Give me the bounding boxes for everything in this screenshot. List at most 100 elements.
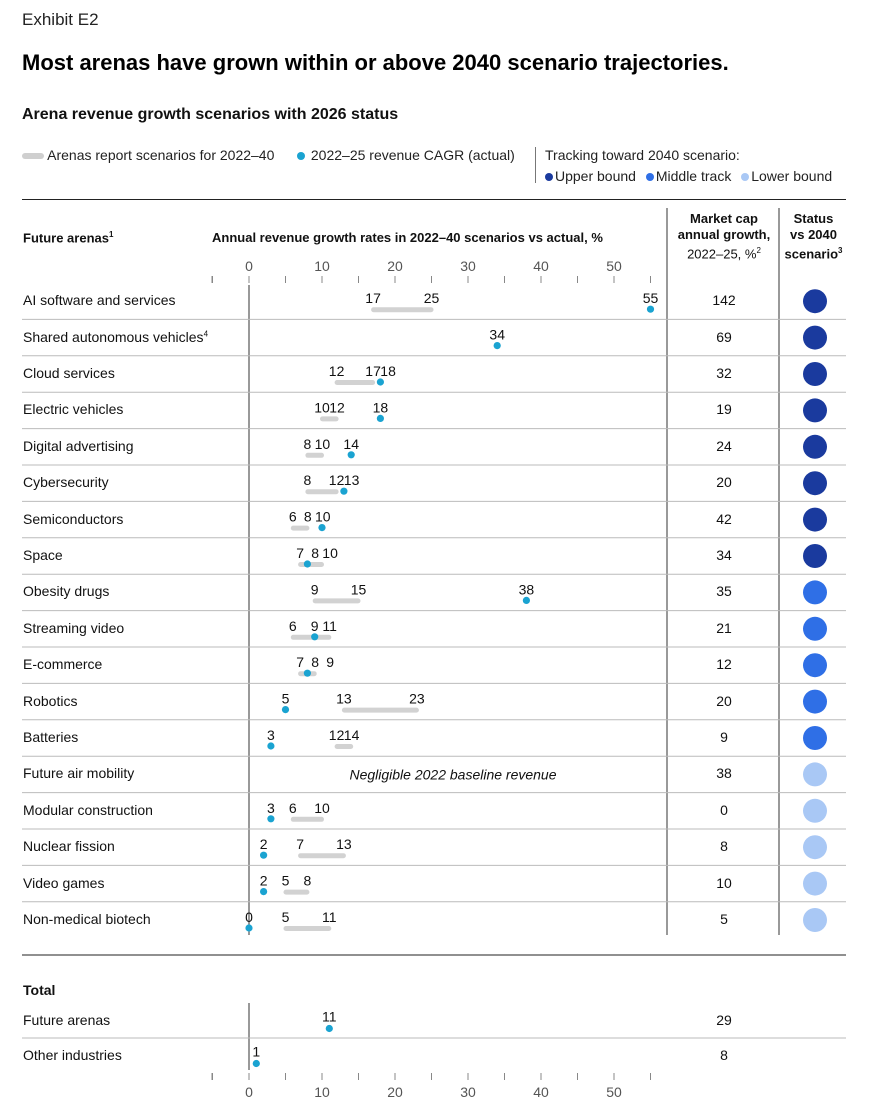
value-label: 8	[304, 873, 312, 889]
value-label: 7	[296, 654, 304, 670]
top-axis-tick-label: 30	[460, 258, 476, 274]
status-circle-lower	[803, 835, 827, 860]
status-circle-lower	[803, 908, 827, 932]
total-value-label: 1	[252, 1044, 260, 1060]
status-circle-lower	[803, 871, 827, 896]
top-axis-tick-label: 20	[387, 258, 403, 274]
value-label: 15	[351, 581, 367, 597]
status-circle-middle	[803, 653, 827, 678]
value-label: 11	[322, 909, 337, 925]
value-label: 10	[322, 545, 338, 561]
market-cap-value: 38	[716, 765, 732, 782]
value-label: 8	[304, 472, 312, 488]
bottom-axis-tick-label: 10	[314, 1084, 330, 1099]
top-axis-tick-label: 40	[533, 258, 549, 274]
scenario-range-bar	[371, 307, 434, 313]
row-label: Cloud services	[23, 365, 115, 381]
market-cap-value: 142	[712, 292, 736, 309]
value-label: 9	[326, 654, 334, 670]
total-actual-dot	[252, 1059, 260, 1068]
actual-cagr-dot	[646, 305, 655, 313]
row-label: Nuclear fission	[23, 838, 115, 855]
legend-tracking: Upper bound Middle track Lower bound	[545, 168, 832, 184]
actual-cagr-dot	[376, 414, 384, 422]
scenario-range-bar	[290, 634, 332, 640]
header-rule	[22, 199, 846, 200]
market-cap-value: 9	[720, 729, 728, 745]
value-label: 7	[296, 545, 304, 561]
actual-cagr-dot	[522, 596, 531, 605]
market-cap-value: 69	[716, 328, 732, 345]
scenario-range-bar	[283, 889, 310, 895]
legend-cagr-label: 2022–25 revenue CAGR (actual)	[310, 147, 515, 163]
status-circle-upper	[803, 434, 827, 459]
value-label: 6	[289, 800, 297, 816]
value-label: 8	[311, 654, 319, 670]
status-circle-upper	[803, 325, 827, 350]
total-row-label: Future arenas	[23, 1011, 111, 1028]
value-label: 13	[336, 691, 352, 707]
market-cap-value: 34	[716, 547, 732, 563]
market-cap-value: 10	[716, 874, 732, 891]
market-cap-value: 42	[716, 510, 732, 527]
value-label: 12	[329, 472, 345, 488]
status-circle-upper	[803, 362, 827, 386]
legend-divider	[535, 147, 536, 183]
value-label: 2	[260, 836, 268, 852]
scenario-range-bar	[320, 416, 339, 422]
headline: Most arenas have grown within or above 2…	[22, 50, 729, 75]
value-label: 10	[315, 509, 331, 525]
value-label: 10	[314, 800, 330, 816]
scenario-range-bar	[305, 452, 324, 458]
row-label: E-commerce	[23, 656, 103, 673]
legend-tracking-title: Tracking toward 2040 scenario:	[545, 147, 740, 163]
market-cap-value: 20	[716, 474, 732, 491]
row-label: Semiconductors	[23, 510, 124, 527]
total-row-label: Other industries	[23, 1046, 122, 1063]
bottom-axis-tick-label: 0	[245, 1084, 253, 1099]
value-label: 3	[267, 800, 275, 816]
value-label: 12	[329, 727, 345, 743]
total-actual-dot	[325, 1024, 333, 1033]
actual-cagr-dot	[376, 378, 384, 386]
value-label: 9	[311, 618, 319, 634]
top-axis-tick-label: 10	[314, 258, 330, 274]
value-label: 8	[304, 436, 312, 452]
status-circle-middle	[803, 616, 827, 641]
market-cap-value: 32	[716, 365, 732, 381]
market-cap-value: 20	[716, 692, 732, 709]
scenario-range-bar	[334, 380, 376, 385]
bottom-axis-tick-label: 20	[387, 1084, 403, 1099]
value-label: 38	[519, 581, 535, 597]
status-circle-upper	[803, 544, 827, 568]
row-label: Robotics	[23, 692, 78, 709]
legend-upper-label: Upper bound	[555, 168, 636, 184]
row-note: Negligible 2022 baseline revenue	[349, 766, 556, 782]
market-cap-value: 19	[716, 401, 732, 418]
market-cap-value: 21	[716, 619, 732, 636]
value-label: 5	[282, 909, 290, 925]
row-label: Future air mobility	[23, 765, 135, 782]
status-circle-middle	[803, 580, 827, 605]
top-axis-tick-label: 0	[245, 258, 253, 274]
value-label: 8	[304, 509, 312, 525]
legend-bar-swatch	[22, 153, 44, 160]
actual-cagr-dot	[245, 924, 253, 932]
value-label: 9	[311, 581, 319, 597]
row-label: AI software and services	[23, 292, 176, 309]
value-label: 0	[245, 909, 253, 925]
actual-cagr-dot	[340, 487, 348, 495]
actual-cagr-dot	[303, 669, 311, 677]
actual-cagr-dot	[267, 742, 275, 750]
market-cap-value: 8	[720, 838, 728, 855]
bottom-axis-tick-label: 30	[460, 1084, 476, 1099]
actual-cagr-dot	[347, 451, 355, 459]
row-label: Batteries	[23, 729, 79, 745]
row-label: Shared autonomous vehicles4	[23, 328, 209, 345]
value-label: 6	[289, 618, 297, 634]
scenario-range-bar	[290, 525, 310, 531]
chart-subtitle: Arena revenue growth scenarios with 2026…	[22, 106, 399, 123]
status-circle-upper	[803, 507, 827, 532]
value-label: 3	[267, 727, 275, 743]
actual-cagr-dot	[318, 524, 326, 532]
